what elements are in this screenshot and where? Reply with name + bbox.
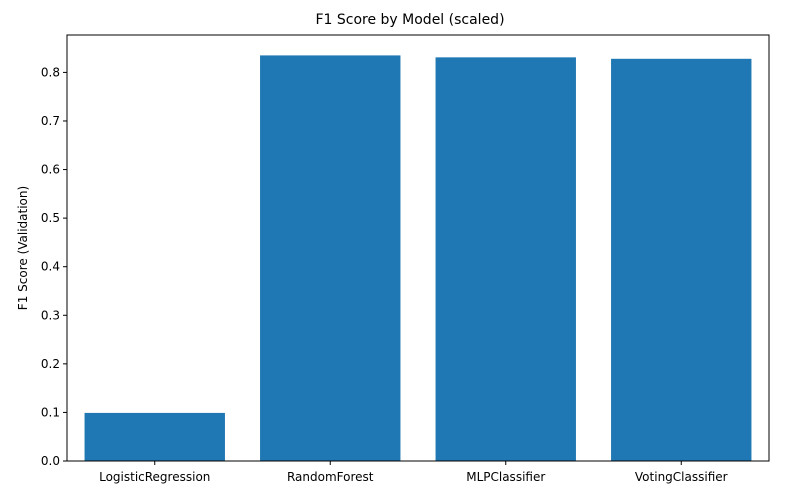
y-axis-ticks: 0.0 0.1 0.2 0.3 0.4 0.5 0.6 0.7 0.8 — [41, 65, 67, 468]
x-axis-tick-labels: LogisticRegression RandomForest MLPClassif… — [99, 461, 728, 484]
y-tick-label: 0.5 — [41, 211, 60, 225]
y-tick-label: 0.4 — [41, 260, 60, 274]
bar-votingclassifier — [611, 58, 752, 461]
x-tick-label: RandomForest — [287, 470, 374, 484]
y-tick-label: 0.3 — [41, 308, 60, 322]
chart-title: F1 Score by Model (scaled) — [315, 12, 504, 28]
y-tick-label: 0.0 — [41, 454, 60, 468]
x-tick-label: MLPClassifier — [466, 470, 545, 484]
bar-mlpclassifier — [435, 57, 576, 461]
bars-group — [84, 55, 752, 461]
y-tick-label: 0.2 — [41, 357, 60, 371]
x-tick-label: VotingClassifier — [635, 470, 728, 484]
plot-frame — [66, 34, 770, 462]
y-tick-label: 0.7 — [41, 114, 60, 128]
x-tick-label: LogisticRegression — [99, 470, 210, 484]
y-axis-label: F1 Score (Validation) — [16, 186, 30, 310]
bar-logisticregression — [84, 412, 225, 461]
y-tick-label: 0.1 — [41, 405, 60, 419]
y-tick-label: 0.6 — [41, 163, 60, 177]
bar-randomforest — [260, 55, 401, 461]
y-tick-label: 0.8 — [41, 65, 60, 79]
